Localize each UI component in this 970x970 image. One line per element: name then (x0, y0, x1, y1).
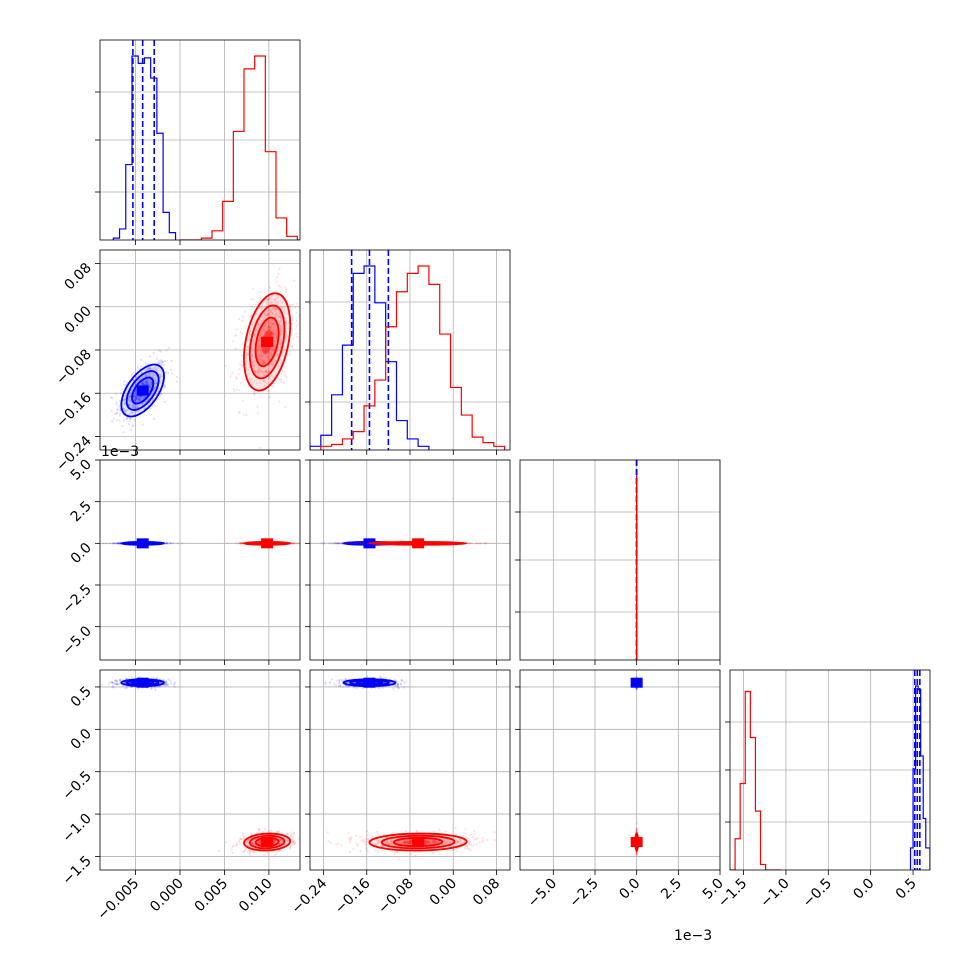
y-tick-label: 0.5 (68, 683, 95, 710)
scatter-3-0-frame (99, 669, 301, 871)
scatter-2-0-frame (99, 459, 301, 661)
density-peak-3-0-0 (136, 677, 149, 688)
y-tick-label: −0.08 (53, 347, 95, 389)
density-peak-3-1-0 (363, 677, 376, 688)
hist-1-series-1 (320, 265, 506, 450)
x-tick-label: −5.0 (525, 876, 560, 911)
scatter-3-2-plot (630, 675, 643, 857)
x-tick-label: −1.0 (757, 876, 792, 911)
hist-panel-2 (515, 459, 721, 665)
density-peak-3-2-1 (630, 837, 643, 848)
y-tick-label: −1.0 (59, 811, 94, 846)
density-peak-3-0-1 (261, 837, 274, 848)
density-peak-3-2-0 (630, 677, 643, 688)
scatter-3-2-frame (519, 669, 721, 871)
x-tick-label: −0.08 (375, 876, 417, 918)
hist-panel-3: −1.5 −1.0 −0.5 0.0 0.5 (715, 669, 931, 911)
x-tick-label: −0.005 (94, 876, 142, 924)
y-tick-label: −0.16 (53, 390, 95, 432)
x-tick-label: 0.08 (470, 876, 503, 909)
scatter-panel-3-2: −5.0 −2.5 0.0 2.5 5.0 (515, 669, 727, 911)
y-tick-label: −1.5 (59, 853, 94, 888)
x-tick-label: 0.5 (893, 876, 920, 903)
density-peak-2-0-0 (136, 538, 149, 549)
x-tick-label: 0.00 (427, 876, 460, 909)
density-peak-3-1-1 (412, 837, 425, 848)
hist-3-plot (730, 670, 930, 870)
y-tick-label: 0.08 (61, 260, 94, 293)
hist-0-plot (112, 40, 300, 240)
x-tick-label: 2.5 (658, 876, 685, 903)
hist-3-series-0 (909, 685, 930, 870)
density-peak-1-0-0 (136, 385, 149, 396)
hist-0-series-0 (112, 55, 177, 240)
y-offset-text-param2: 1e−3 (101, 444, 139, 460)
hist-panel-0 (95, 39, 301, 245)
scatter-3-0-plot (100, 675, 300, 857)
density-peak-1-0-1 (261, 336, 274, 347)
x-tick-label: 0.0 (850, 876, 877, 903)
corner-panels: −1.5 −1.0 −0.5 0.0 0.5−0.24−0.16−0.080.000.0… (53, 39, 931, 944)
hist-1-series-0 (310, 265, 430, 450)
x-offset-text-param2: 1e−3 (674, 928, 712, 944)
density-peak-2-0-1 (261, 538, 274, 549)
y-tick-label: −5.0 (59, 623, 94, 658)
x-tick-label: −0.5 (800, 876, 835, 911)
y-tick-label: 0.00 (61, 303, 94, 336)
y-tick-label: −0.5 (59, 768, 94, 803)
y-tick-label: −2.5 (59, 582, 94, 617)
scatter-2-0-plot (102, 538, 300, 549)
hist-0-series-1 (180, 55, 300, 240)
x-tick-label: 0.0 (616, 876, 643, 903)
y-tick-label: 0.0 (68, 726, 95, 753)
hist-3-series-1 (730, 690, 781, 870)
scatter-3-1-plot (324, 675, 496, 861)
x-tick-label: 0.010 (236, 876, 276, 916)
scatter-1-0-plot (110, 267, 300, 450)
x-tick-label: −2.5 (566, 876, 601, 911)
y-tick-label: 2.5 (68, 498, 95, 525)
y-tick-label: 0.0 (68, 540, 95, 567)
scatter-panel-1-0: −0.24−0.16−0.080.000.08 (53, 249, 301, 475)
density-peak-2-1-1 (412, 538, 425, 549)
scatter-panel-3-1: −0.24 −0.16 −0.08 0.00 0.08 (289, 669, 511, 918)
x-tick-label: −0.24 (289, 875, 331, 917)
scatter-2-1-plot (320, 538, 488, 549)
scatter-panel-3-0: −0.005 0.000 0.005 0.010 −1.5 −1.0 −0.5 0.0 0.5 (59, 669, 301, 924)
x-tick-label: −0.16 (332, 875, 374, 917)
x-tick-label: 0.000 (147, 876, 187, 916)
scatter-panel-2-1 (305, 459, 511, 665)
hist-panel-1 (305, 249, 511, 455)
scatter-panel-2-0: −5.0−2.50.02.55.0 (59, 457, 301, 665)
hist-1-plot (310, 250, 506, 450)
x-tick-label: 0.005 (192, 876, 232, 916)
